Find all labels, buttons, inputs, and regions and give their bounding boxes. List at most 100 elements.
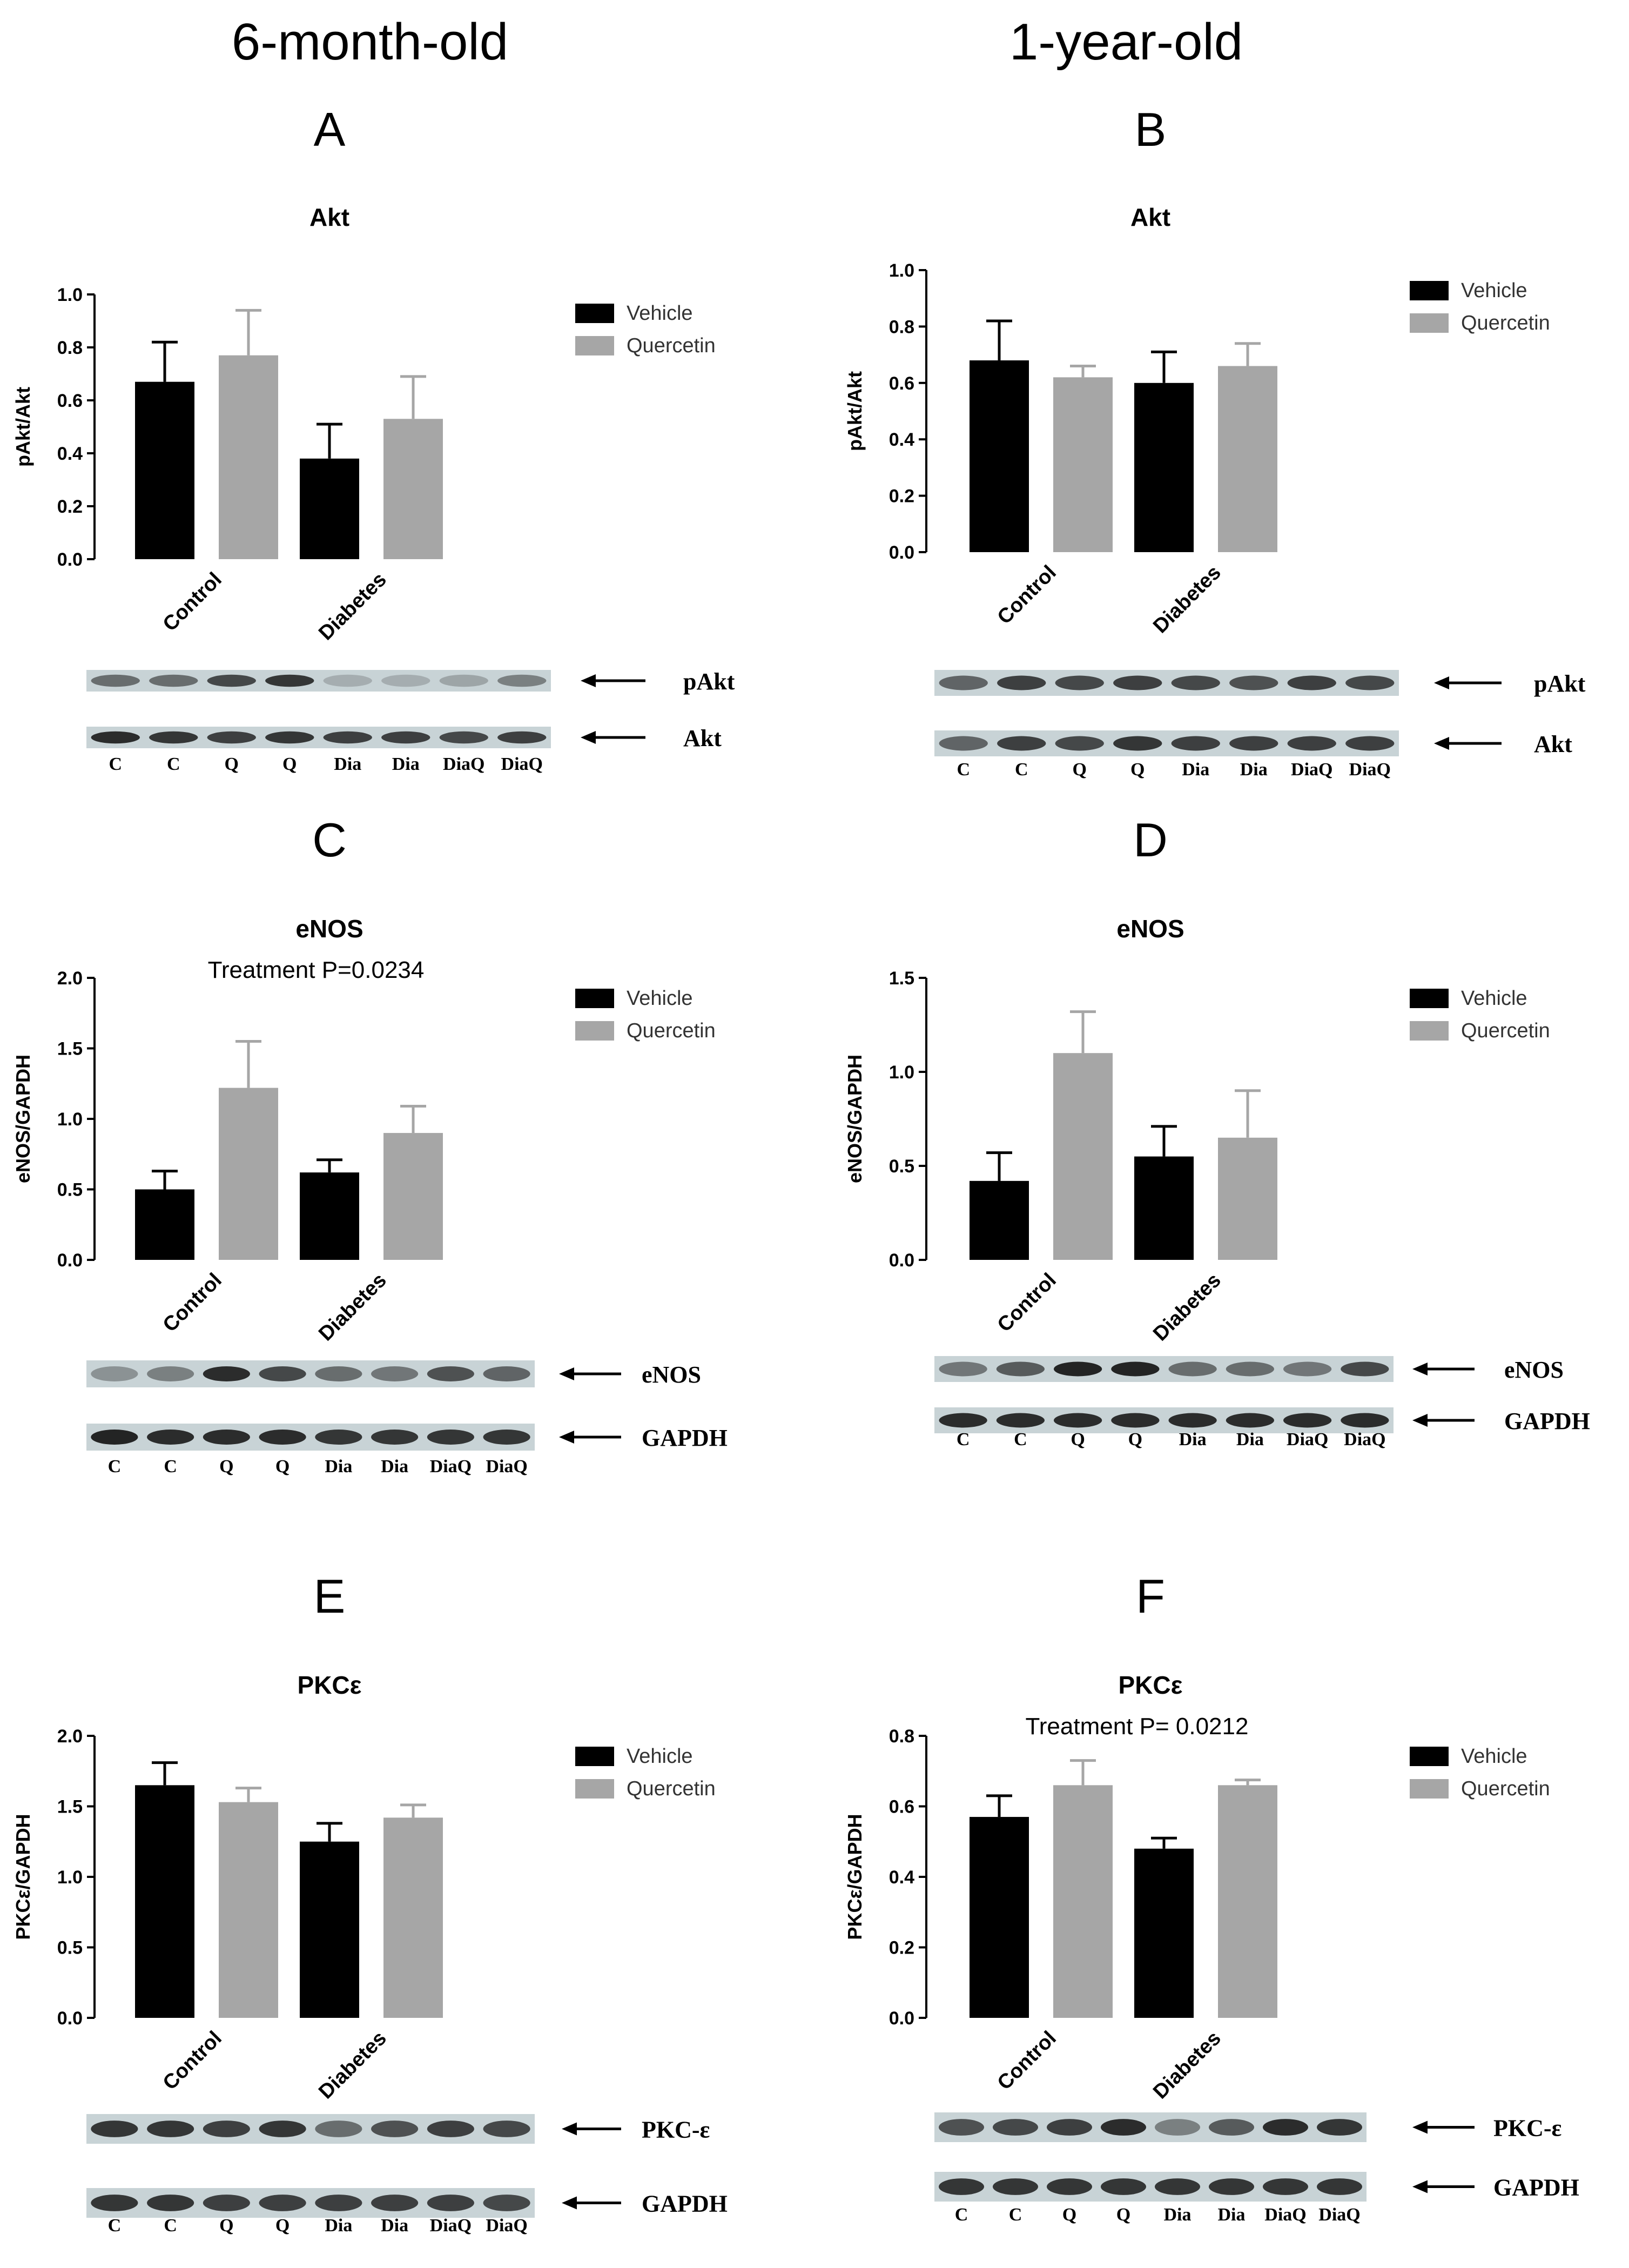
lane-label: DiaQ: [430, 2216, 472, 2236]
blot-band: [939, 1413, 987, 1428]
blot-band: [259, 2195, 306, 2211]
blot-band: [497, 731, 547, 744]
legend-label-quercetin: Quercetin: [1461, 1777, 1550, 1800]
lane-label: Q: [275, 1457, 290, 1477]
blot-band: [997, 675, 1046, 690]
x-category-label: Diabetes: [1149, 1269, 1226, 1346]
blot-band: [207, 731, 256, 744]
blot-band: [1345, 675, 1395, 690]
blot-band: [996, 1361, 1045, 1377]
legend-swatch-quercetin: [575, 1021, 614, 1041]
blot-strip-gapdh: GAPDH: [934, 2172, 1579, 2202]
blot-band: [207, 674, 256, 687]
legend-swatch-quercetin: [1410, 1021, 1449, 1041]
blot-label: pAkt: [683, 668, 735, 695]
y-axis-label: PKCε/GAPDH: [844, 1814, 866, 1940]
bar-quercetin-control: [1053, 1053, 1113, 1260]
legend-label-quercetin: Quercetin: [1461, 1019, 1550, 1042]
arrow-head: [581, 674, 596, 687]
x-category-label: Control: [159, 2027, 226, 2095]
lane-label: Dia: [325, 1457, 352, 1477]
bar-vehicle-control: [970, 360, 1029, 552]
y-tick-label: 0.0: [57, 2008, 83, 2029]
blot-strip-pkc-: PKC-ε: [934, 2112, 1561, 2142]
blot-band: [259, 1430, 306, 1445]
blot-band: [1047, 2178, 1092, 2195]
y-tick-label: 0.8: [889, 1726, 914, 1747]
lane-label: DiaQ: [486, 1457, 527, 1477]
y-axis-label: PKCε/GAPDH: [12, 1814, 34, 1940]
blot-band: [203, 1430, 250, 1445]
lane-label: DiaQ: [1287, 1430, 1328, 1450]
panel-letter: F: [1136, 1569, 1165, 1623]
blot-band: [427, 1366, 474, 1381]
header-1-year-old: 1-year-old: [1009, 13, 1243, 71]
lane-label: DiaQ: [1291, 760, 1332, 780]
blot-band: [1113, 736, 1162, 751]
x-category-label: Control: [993, 561, 1061, 629]
blot-band: [1317, 2178, 1362, 2195]
blot-band: [1155, 2119, 1200, 2136]
y-tick-label: 0.0: [889, 2008, 914, 2029]
blot-band: [993, 2178, 1038, 2195]
lane-label: Q: [1116, 2205, 1130, 2225]
blot-band: [203, 1366, 250, 1381]
blot-band: [1055, 736, 1104, 751]
panel-letter: E: [314, 1569, 346, 1623]
bar-quercetin-control: [1053, 1785, 1113, 2018]
blot-band: [147, 1366, 194, 1381]
blot-band: [203, 2195, 250, 2211]
chart-title: Akt: [309, 203, 349, 231]
x-category-label: Control: [159, 568, 226, 636]
blot-band: [259, 1366, 306, 1381]
bar-quercetin-control: [219, 355, 278, 559]
y-tick-label: 0.5: [889, 1156, 914, 1177]
y-tick-label: 0.6: [889, 1797, 914, 1817]
legend-label-quercetin: Quercetin: [627, 1019, 716, 1042]
x-category-label: Diabetes: [314, 2027, 391, 2104]
blot-band: [147, 2121, 194, 2137]
lane-label: DiaQ: [1344, 1430, 1385, 1450]
blot-band: [939, 2178, 984, 2195]
lane-label: C: [108, 1457, 122, 1477]
lane-label: Q: [275, 2216, 290, 2236]
lane-label: C: [164, 2216, 177, 2236]
blot-label: pAkt: [1534, 670, 1586, 697]
chart-annotation: Treatment P= 0.0212: [1026, 1713, 1249, 1740]
blot-band: [939, 2119, 984, 2136]
legend-swatch-quercetin: [1410, 1779, 1449, 1799]
y-axis-label: eNOS/GAPDH: [844, 1055, 866, 1183]
panel-a: A Akt 0.0 0.2 0.4 0.6 0.8 1.0 pAkt/Akt Control Dia…: [12, 103, 735, 774]
chart-annotation: Treatment P=0.0234: [208, 957, 425, 983]
bar-quercetin-diabetes: [383, 419, 443, 559]
blot-label: GAPDH: [1493, 2175, 1579, 2201]
blot-band: [147, 1430, 194, 1445]
y-tick-label: 0.8: [889, 317, 914, 337]
legend-label-vehicle: Vehicle: [627, 987, 693, 1010]
blot-band: [439, 674, 488, 687]
y-tick-label: 1.0: [57, 1109, 83, 1130]
blot-band: [1054, 1413, 1102, 1428]
lane-label: DiaQ: [486, 2216, 527, 2236]
blot-band: [203, 2121, 250, 2137]
arrow-head: [562, 2196, 577, 2210]
blot-band: [1101, 2178, 1146, 2195]
x-category-label: Control: [993, 2027, 1061, 2095]
lane-label: C: [1009, 2205, 1022, 2225]
bar-quercetin-diabetes: [1218, 366, 1277, 552]
lane-label: C: [957, 1430, 970, 1450]
blot-band: [323, 674, 372, 687]
arrow-head: [562, 2122, 577, 2136]
blot-label: GAPDH: [1504, 1408, 1590, 1434]
blot-strip-enos: eNOS: [934, 1356, 1564, 1383]
y-tick-label: 1.0: [57, 285, 83, 305]
blot-label: eNOS: [1504, 1357, 1564, 1383]
blot-band: [483, 2195, 530, 2211]
y-axis-label: pAkt/Akt: [844, 371, 866, 451]
blot-band: [939, 736, 988, 751]
panel-letter: D: [1133, 813, 1168, 867]
panel-letter: C: [312, 813, 347, 867]
blot-label: Akt: [1534, 731, 1572, 757]
lane-label: DiaQ: [430, 1457, 472, 1477]
